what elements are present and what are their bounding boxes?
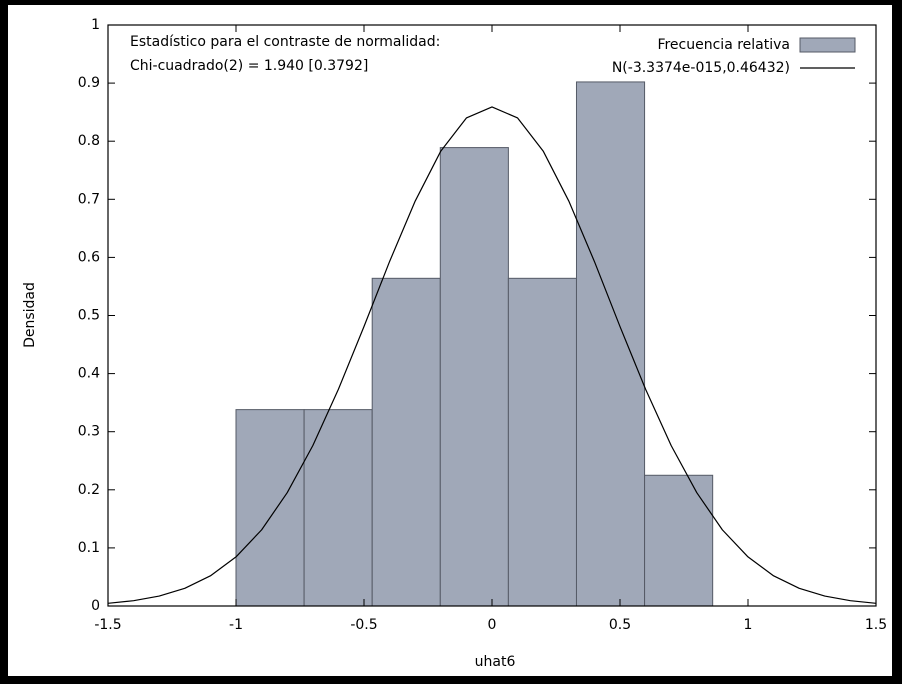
y-tick-label: 0.4 <box>78 366 100 382</box>
x-tick-label: 0.5 <box>609 617 631 633</box>
y-tick-label: 0.7 <box>78 191 100 207</box>
x-tick-label: -1.5 <box>94 617 121 633</box>
x-tick-label: 0 <box>488 617 497 633</box>
bar <box>644 474 714 607</box>
annotation: Chi-cuadrado(2) = 1.940 [0.3792] <box>130 58 368 74</box>
y-tick-label: 0.9 <box>78 75 100 91</box>
y-tick-label: 0 <box>91 598 100 614</box>
bar <box>439 147 509 607</box>
y-tick-label: 0.2 <box>78 482 100 498</box>
legend-label: Frecuencia relativa <box>657 37 790 53</box>
bar <box>303 409 373 607</box>
x-tick-label: 1 <box>744 617 753 633</box>
y-axis-label: Densidad <box>22 282 38 348</box>
curve <box>107 106 877 604</box>
bar <box>235 409 305 607</box>
bar <box>575 81 646 607</box>
x-tick-label: -0.5 <box>350 617 377 633</box>
y-tick-label: 1 <box>91 17 100 33</box>
y-tick-label: 0.3 <box>78 424 100 440</box>
x-tick-label: -1 <box>229 617 243 633</box>
x-tick-label: 1.5 <box>865 617 887 633</box>
y-tick-label: 0.1 <box>78 540 100 556</box>
legend-swatch <box>799 37 856 53</box>
y-tick-label: 0.6 <box>78 249 100 265</box>
x-axis-label: uhat6 <box>475 654 516 670</box>
y-tick-label: 0.8 <box>78 133 100 149</box>
bar <box>371 277 441 607</box>
y-tick-label: 0.5 <box>78 308 100 324</box>
bar <box>507 277 577 607</box>
legend-label: N(-3.3374e-015,0.46432) <box>612 60 790 76</box>
annotation: Estadístico para el contraste de normali… <box>130 34 440 50</box>
